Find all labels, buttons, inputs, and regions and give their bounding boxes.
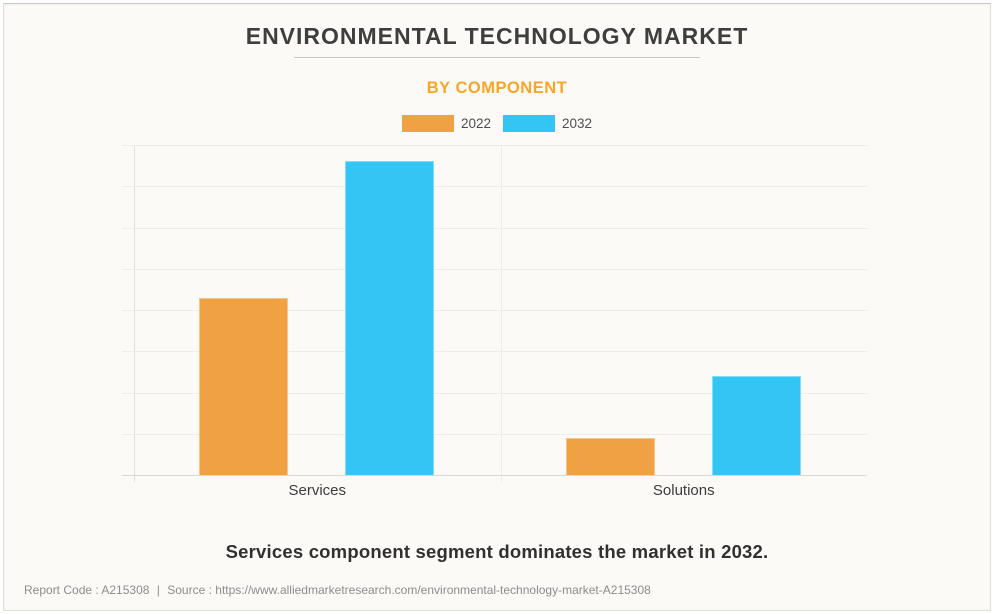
legend: 2022 2032 (4, 115, 990, 132)
footer-separator: | (156, 583, 160, 597)
x-axis-label-solutions: Solutions (652, 482, 715, 499)
plot-area (122, 145, 868, 482)
gridline (122, 268, 867, 270)
chart-annotation: Services component segment dominates the… (225, 541, 769, 562)
source-text: Source : https://www.alliedmarketresearc… (167, 583, 651, 597)
legend-item-2022[interactable]: 2022 (401, 115, 491, 132)
category-divider-line (501, 145, 502, 482)
gridline (122, 310, 867, 311)
x-axis-label-services: Services (288, 482, 347, 499)
gridline (122, 351, 867, 353)
legend-label-2022: 2022 (460, 116, 491, 131)
gridline (122, 145, 867, 146)
x-axis-line (122, 475, 867, 476)
bar-services-2032[interactable] (345, 161, 434, 475)
bar-solutions-2022[interactable] (565, 438, 655, 475)
legend-swatch-2032 (503, 115, 555, 132)
y-axis-line (134, 145, 135, 482)
title-divider (294, 57, 700, 58)
page-title: ENVIRONMENTAL TECHNOLOGY MARKET (245, 23, 749, 49)
gridline (122, 186, 867, 188)
report-code: Report Code : A215308 (24, 583, 150, 597)
chart-subtitle: BY COMPONENT (426, 79, 568, 97)
bar-solutions-2032[interactable] (711, 376, 801, 475)
category-cell-services (134, 145, 501, 475)
footer: Report Code : A215308 | Source : https:/… (24, 583, 655, 597)
bar-services-2022[interactable] (199, 298, 288, 475)
chart-card: ENVIRONMENTAL TECHNOLOGY MARKET BY COMPO… (3, 3, 991, 611)
gridline (122, 227, 867, 229)
legend-swatch-2022 (401, 115, 454, 132)
gridline (122, 392, 867, 394)
category-cell-solutions (501, 145, 868, 475)
gridline (122, 433, 867, 435)
legend-label-2032: 2032 (562, 116, 593, 131)
legend-item-2032[interactable]: 2032 (503, 115, 592, 132)
